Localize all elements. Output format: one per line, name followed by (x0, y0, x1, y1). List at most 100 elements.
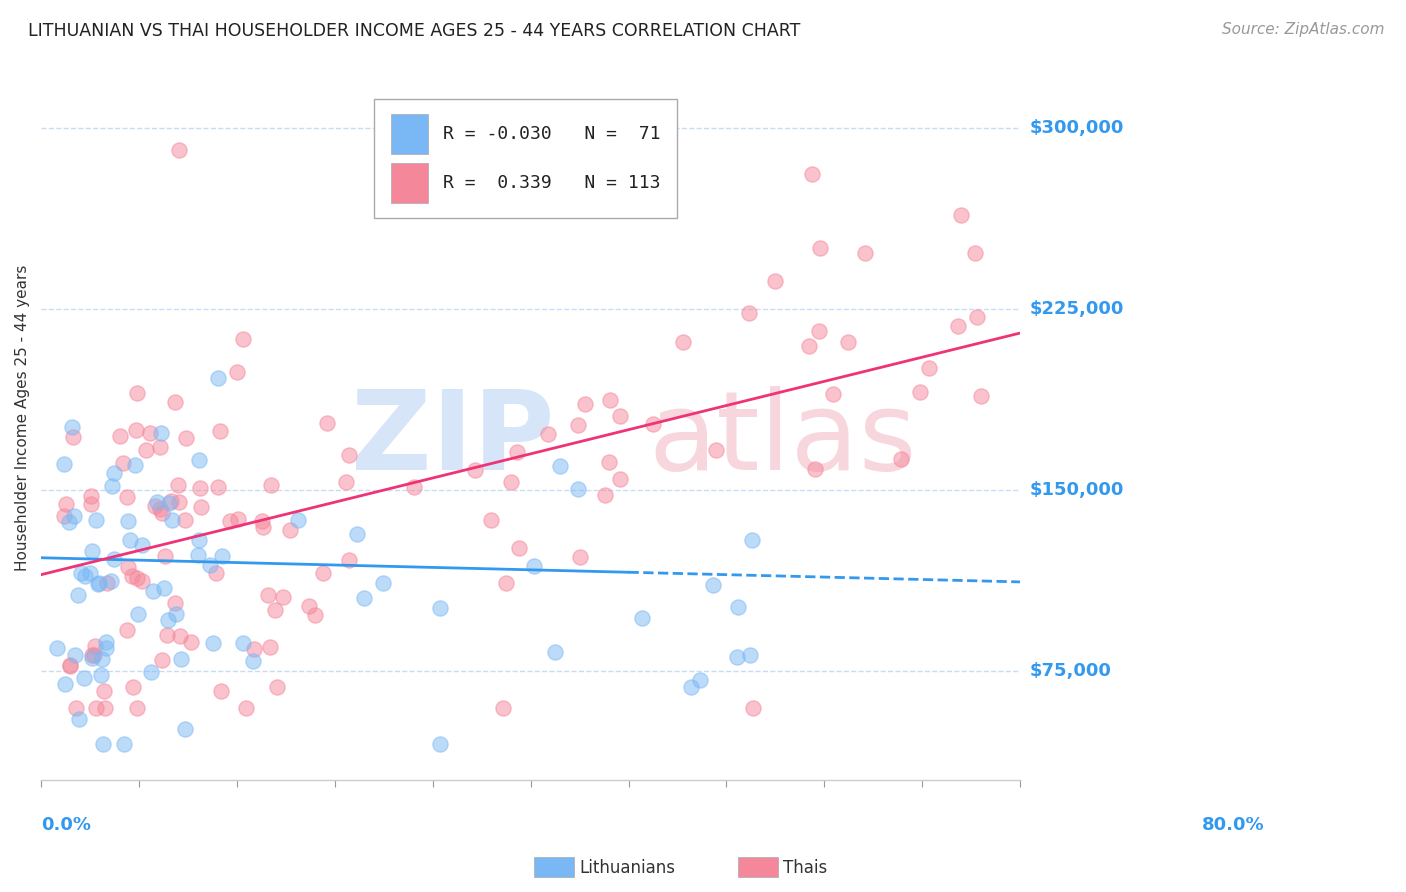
Text: LITHUANIAN VS THAI HOUSEHOLDER INCOME AGES 25 - 44 YEARS CORRELATION CHART: LITHUANIAN VS THAI HOUSEHOLDER INCOME AG… (28, 22, 800, 40)
Point (125, 571, 148, 585)
Point (304, 608, 326, 623)
Point (149, 425, 172, 440)
Point (180, 635, 202, 649)
Bar (391, 163, 427, 203)
Point (53, 677, 76, 691)
Point (187, 548, 209, 562)
Point (150, 653, 173, 667)
Point (207, 480, 229, 494)
Point (115, 624, 138, 638)
Point (287, 513, 309, 527)
Point (174, 513, 197, 527)
Point (165, 596, 187, 610)
Point (167, 477, 190, 491)
Point (142, 584, 165, 599)
Point (257, 588, 280, 602)
Point (373, 576, 395, 591)
Text: Lithuanians: Lithuanians (579, 859, 675, 877)
Point (702, 578, 724, 592)
Point (946, 318, 969, 333)
Point (202, 636, 225, 650)
Point (479, 512, 502, 526)
Point (127, 386, 149, 401)
Point (155, 549, 177, 563)
Point (135, 443, 157, 458)
Point (641, 417, 664, 431)
Point (86, 576, 108, 591)
Point (804, 462, 827, 476)
Point (118, 533, 141, 547)
Point (84, 639, 107, 653)
Text: $150,000: $150,000 (1031, 481, 1125, 500)
Point (243, 642, 266, 657)
Point (163, 395, 186, 409)
Point (311, 566, 333, 581)
Point (198, 558, 221, 572)
Point (93, 683, 115, 698)
Point (890, 451, 912, 466)
Point (672, 334, 695, 349)
Text: $225,000: $225,000 (1031, 300, 1125, 318)
Point (689, 673, 711, 687)
Point (127, 700, 149, 714)
Point (742, 700, 765, 714)
Point (62, 430, 84, 444)
Point (404, 480, 426, 494)
Point (821, 387, 844, 401)
Point (65, 648, 87, 663)
Point (160, 493, 183, 508)
Point (121, 569, 143, 583)
Point (115, 490, 138, 504)
Point (207, 370, 229, 384)
Point (86, 700, 108, 714)
Point (96, 576, 118, 591)
Point (103, 552, 125, 566)
Point (67, 589, 90, 603)
Point (157, 496, 180, 510)
Text: $300,000: $300,000 (1031, 119, 1125, 136)
Point (346, 526, 368, 541)
Text: $75,000: $75,000 (1031, 663, 1112, 681)
Point (950, 208, 973, 222)
Point (60, 419, 83, 434)
Point (704, 443, 727, 458)
Point (264, 603, 287, 617)
Point (252, 514, 274, 528)
Point (918, 361, 941, 376)
Point (808, 241, 831, 255)
Point (609, 472, 631, 486)
Point (131, 539, 153, 553)
Point (59, 659, 82, 673)
Point (82, 651, 104, 665)
Point (209, 683, 232, 698)
Point (101, 478, 124, 492)
Point (94, 640, 117, 655)
Point (335, 475, 357, 489)
Point (65, 700, 87, 714)
Point (73, 569, 96, 583)
Point (232, 332, 254, 346)
Point (807, 324, 830, 338)
Point (853, 246, 876, 260)
Point (90, 668, 112, 682)
Point (143, 499, 166, 513)
Point (741, 533, 763, 547)
Point (79, 566, 101, 580)
Point (156, 628, 179, 642)
Point (492, 700, 515, 714)
Point (87, 576, 110, 591)
Point (966, 310, 988, 324)
Point (84, 513, 107, 527)
Point (204, 566, 226, 580)
Point (141, 665, 163, 679)
Bar (391, 114, 427, 153)
Point (495, 575, 517, 590)
Point (315, 416, 337, 430)
Point (188, 533, 211, 547)
Point (235, 700, 257, 714)
Point (298, 599, 321, 613)
Point (725, 650, 748, 665)
Point (508, 541, 530, 555)
Point (149, 501, 172, 516)
Text: R =  0.339   N = 113: R = 0.339 N = 113 (443, 174, 659, 192)
